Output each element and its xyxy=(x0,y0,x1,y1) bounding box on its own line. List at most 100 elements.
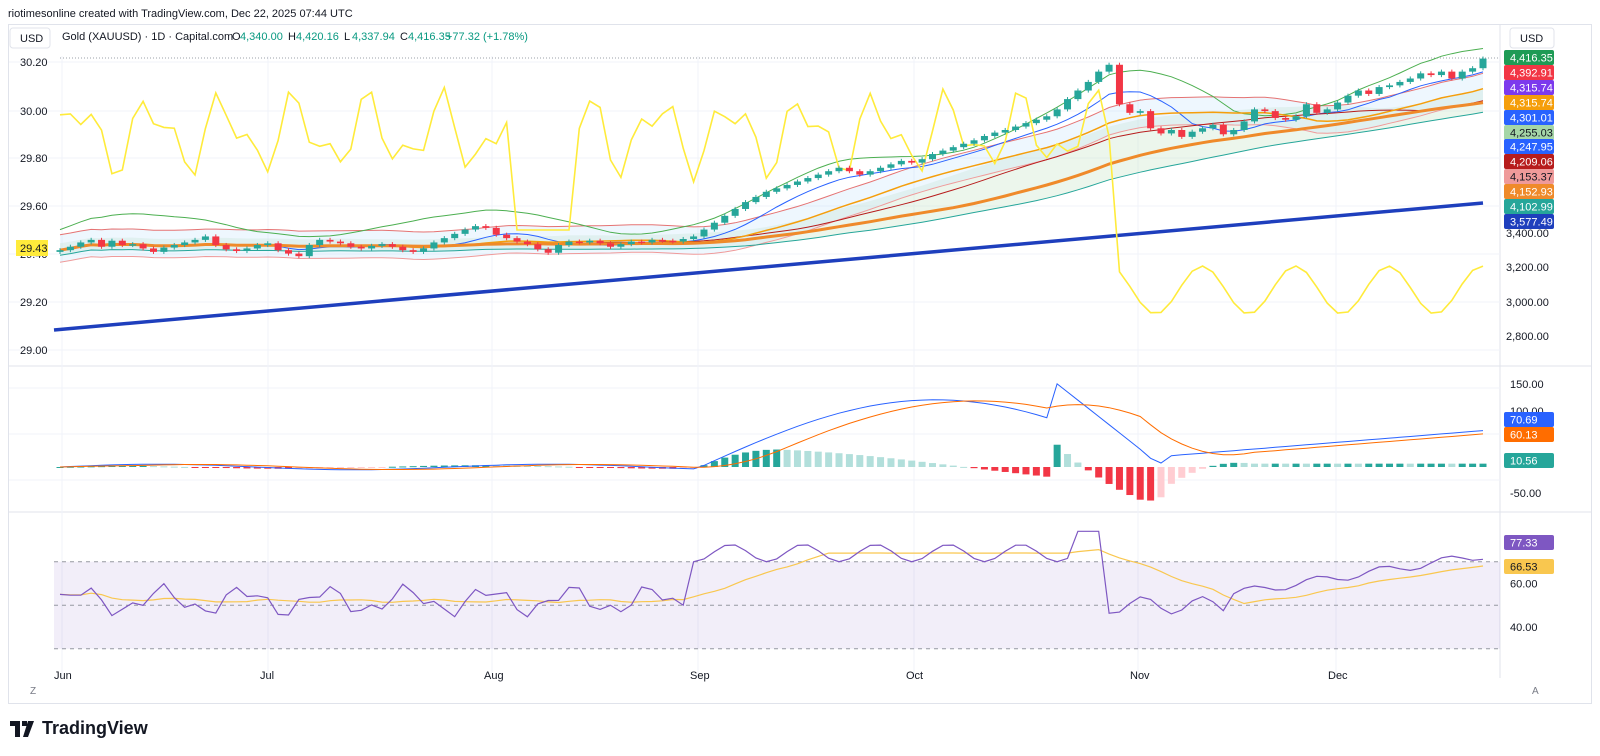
candle-body[interactable] xyxy=(1375,87,1383,94)
candle-body[interactable] xyxy=(420,248,428,252)
candle-body[interactable] xyxy=(1323,109,1331,113)
candle-body[interactable] xyxy=(1334,102,1342,110)
candle-body[interactable] xyxy=(503,234,511,239)
candle-body[interactable] xyxy=(534,244,542,250)
candle-body[interactable] xyxy=(523,241,531,245)
candle-body[interactable] xyxy=(316,239,324,246)
candle-body[interactable] xyxy=(388,244,396,247)
candle-body[interactable] xyxy=(1199,128,1207,132)
currency-right[interactable]: USD xyxy=(1520,33,1543,45)
candle-body[interactable] xyxy=(617,244,625,247)
candle-body[interactable] xyxy=(482,226,490,228)
candle-body[interactable] xyxy=(461,229,469,234)
candle-body[interactable] xyxy=(264,243,272,246)
candle-body[interactable] xyxy=(336,241,344,244)
candle-body[interactable] xyxy=(212,236,220,246)
candle-body[interactable] xyxy=(648,239,656,243)
candle-body[interactable] xyxy=(1147,111,1155,129)
candle-body[interactable] xyxy=(1032,119,1040,124)
candle-body[interactable] xyxy=(1022,123,1030,127)
candle-body[interactable] xyxy=(409,250,417,252)
candle-body[interactable] xyxy=(804,178,812,182)
candle-body[interactable] xyxy=(108,240,116,247)
candle-body[interactable] xyxy=(1469,68,1477,72)
candle-body[interactable] xyxy=(87,239,95,243)
macd-pane[interactable] xyxy=(56,382,1487,501)
candle-body[interactable] xyxy=(1240,121,1248,130)
candle-body[interactable] xyxy=(451,233,459,239)
candle-body[interactable] xyxy=(129,244,137,246)
candle-body[interactable] xyxy=(1230,130,1238,135)
candle-body[interactable] xyxy=(1012,126,1020,130)
candle-body[interactable] xyxy=(679,239,687,242)
candle-body[interactable] xyxy=(835,167,843,172)
currency-left-box[interactable] xyxy=(9,27,51,49)
candle-body[interactable] xyxy=(305,245,313,257)
candle-body[interactable] xyxy=(149,248,157,252)
candle-body[interactable] xyxy=(1427,73,1435,76)
candle-body[interactable] xyxy=(1084,81,1092,91)
symbol-title[interactable]: Gold (XAUUSD) · 1D · Capital.com xyxy=(62,31,233,43)
candle-body[interactable] xyxy=(742,202,750,209)
candle-body[interactable] xyxy=(1479,58,1487,69)
candle-body[interactable] xyxy=(856,171,864,175)
candle-body[interactable] xyxy=(949,147,957,151)
candle-body[interactable] xyxy=(492,227,500,235)
rsi-pane[interactable] xyxy=(54,530,1500,650)
candle-body[interactable] xyxy=(1095,71,1103,82)
candle-body[interactable] xyxy=(1074,90,1082,100)
candle-body[interactable] xyxy=(326,239,334,242)
candle-body[interactable] xyxy=(731,208,739,216)
candle-body[interactable] xyxy=(1001,130,1009,133)
candle-body[interactable] xyxy=(877,167,885,172)
candle-body[interactable] xyxy=(586,240,594,243)
candle-body[interactable] xyxy=(399,246,407,251)
candle-body[interactable] xyxy=(793,181,801,185)
candle-body[interactable] xyxy=(378,244,386,246)
candle-body[interactable] xyxy=(773,188,781,192)
candle-body[interactable] xyxy=(1458,71,1466,79)
candle-body[interactable] xyxy=(690,236,698,240)
candle-body[interactable] xyxy=(960,143,968,148)
candle-body[interactable] xyxy=(513,238,521,242)
candle-body[interactable] xyxy=(1157,128,1165,134)
candle-body[interactable] xyxy=(887,164,895,168)
candle-body[interactable] xyxy=(1406,78,1414,82)
candle-body[interactable] xyxy=(77,242,85,247)
candle-body[interactable] xyxy=(1053,109,1061,117)
candle-body[interactable] xyxy=(66,246,74,251)
candle-body[interactable] xyxy=(783,184,791,189)
candle-body[interactable] xyxy=(222,245,230,250)
candle-body[interactable] xyxy=(752,196,760,203)
corner-right-button[interactable]: A xyxy=(1532,686,1539,697)
candle-body[interactable] xyxy=(1126,104,1134,113)
candle-body[interactable] xyxy=(181,242,189,246)
candle-body[interactable] xyxy=(627,241,635,245)
candle-body[interactable] xyxy=(825,171,833,175)
candle-body[interactable] xyxy=(658,239,666,242)
candle-body[interactable] xyxy=(56,250,64,252)
currency-right-box[interactable] xyxy=(1509,27,1555,49)
candle-body[interactable] xyxy=(285,250,293,254)
candle-body[interactable] xyxy=(939,150,947,155)
candle-body[interactable] xyxy=(638,241,646,244)
candle-body[interactable] xyxy=(1448,71,1456,79)
candle-body[interactable] xyxy=(1302,104,1310,117)
candle-body[interactable] xyxy=(980,136,988,141)
candle-body[interactable] xyxy=(1365,90,1373,94)
price-pane[interactable] xyxy=(53,48,1487,332)
candle-body[interactable] xyxy=(565,241,573,246)
candle-body[interactable] xyxy=(191,239,199,243)
candle-body[interactable] xyxy=(170,245,178,248)
candle-body[interactable] xyxy=(991,132,999,137)
candle-body[interactable] xyxy=(1136,111,1144,113)
corner-left-button[interactable]: Z xyxy=(30,686,36,697)
candle-body[interactable] xyxy=(918,159,926,163)
candle-body[interactable] xyxy=(1250,109,1258,122)
candle-body[interactable] xyxy=(928,154,936,160)
candle-body[interactable] xyxy=(908,160,916,163)
candle-body[interactable] xyxy=(1064,99,1072,110)
candle-body[interactable] xyxy=(1167,130,1175,134)
candle-body[interactable] xyxy=(1178,130,1186,137)
